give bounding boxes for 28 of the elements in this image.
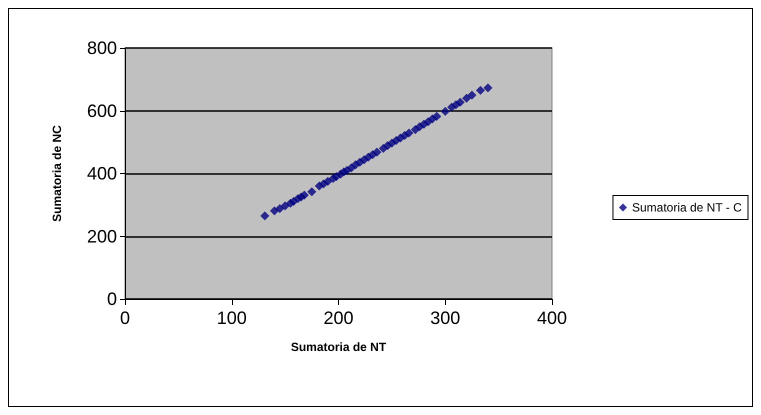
x-axis-title: Sumatoria de NT [290,340,387,354]
point [440,106,450,116]
x-tick-label: 0 [120,308,130,328]
point [372,148,382,157]
point [483,83,492,92]
point [323,176,332,186]
y-axis-title: Sumatoria de NC [50,124,64,222]
point [476,86,485,95]
point [275,204,284,214]
x-tick-label: 300 [430,308,460,328]
y-tick-label: 600 [86,100,117,121]
point [307,187,316,196]
point [462,94,472,103]
x-tick-label: 400 [536,308,568,328]
y-tick-label: 800 [86,38,117,58]
point [260,211,270,220]
point [456,98,465,107]
point [467,90,476,100]
x-tick-label: 100 [216,308,247,328]
y-tick-label: 0 [106,289,117,309]
legend-label: Sumatoria de NT - C [632,200,742,214]
point [432,112,442,121]
y-tick-label: 200 [86,226,117,246]
x-tick-label: 200 [323,308,354,328]
point [300,190,309,200]
point [404,128,414,138]
y-tick-label: 400 [86,164,117,184]
point [280,201,290,210]
